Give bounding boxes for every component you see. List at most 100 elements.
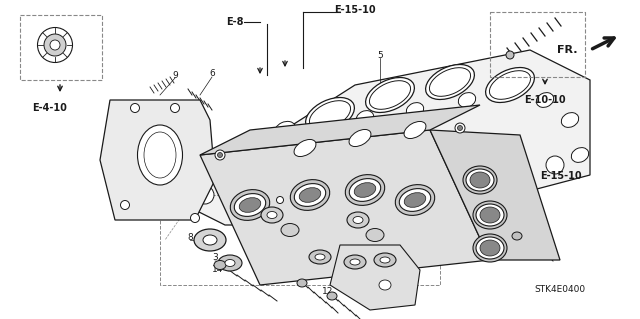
Ellipse shape	[120, 201, 129, 210]
Bar	[20, 15, 102, 80]
Text: E-15-10: E-15-10	[540, 171, 582, 181]
Ellipse shape	[354, 183, 376, 197]
Ellipse shape	[356, 111, 374, 125]
Text: 7: 7	[362, 276, 368, 285]
Ellipse shape	[286, 171, 303, 185]
Ellipse shape	[480, 240, 500, 256]
Polygon shape	[200, 130, 490, 285]
Text: 3: 3	[212, 254, 218, 263]
Ellipse shape	[536, 93, 554, 108]
Ellipse shape	[366, 228, 384, 241]
Text: E-10-10: E-10-10	[524, 95, 566, 105]
Ellipse shape	[349, 179, 381, 201]
Ellipse shape	[346, 174, 385, 205]
Ellipse shape	[476, 237, 504, 259]
Ellipse shape	[406, 209, 424, 227]
Ellipse shape	[294, 139, 316, 157]
Ellipse shape	[327, 292, 337, 300]
Ellipse shape	[203, 235, 217, 245]
Ellipse shape	[353, 217, 363, 224]
Ellipse shape	[225, 259, 235, 266]
Ellipse shape	[309, 101, 351, 129]
Ellipse shape	[561, 113, 579, 127]
Ellipse shape	[380, 257, 390, 263]
Text: 1: 1	[337, 211, 343, 220]
Ellipse shape	[183, 196, 201, 214]
Text: 1: 1	[355, 240, 361, 249]
Text: E-15-10: E-15-10	[334, 5, 376, 15]
Ellipse shape	[246, 167, 264, 182]
Ellipse shape	[230, 189, 269, 220]
Ellipse shape	[458, 93, 476, 108]
Text: 12: 12	[323, 287, 333, 296]
Ellipse shape	[506, 51, 514, 59]
Text: 5: 5	[377, 50, 383, 60]
Text: 14: 14	[212, 265, 224, 275]
Ellipse shape	[191, 213, 200, 222]
Ellipse shape	[486, 68, 534, 102]
Ellipse shape	[261, 207, 283, 223]
Ellipse shape	[351, 201, 369, 219]
Text: 8: 8	[187, 233, 193, 241]
Ellipse shape	[267, 211, 277, 219]
Ellipse shape	[546, 156, 564, 174]
Ellipse shape	[458, 125, 463, 130]
Ellipse shape	[490, 71, 531, 99]
Ellipse shape	[396, 185, 435, 215]
Polygon shape	[330, 245, 420, 310]
Ellipse shape	[300, 188, 321, 202]
Ellipse shape	[44, 34, 66, 56]
Ellipse shape	[244, 131, 266, 149]
Ellipse shape	[350, 259, 360, 265]
Polygon shape	[200, 105, 480, 155]
Text: 1: 1	[237, 205, 243, 214]
Polygon shape	[100, 100, 215, 220]
Ellipse shape	[404, 193, 426, 207]
Text: E-8: E-8	[227, 17, 244, 27]
Text: 9: 9	[172, 70, 178, 79]
Ellipse shape	[218, 255, 242, 271]
Bar	[160, 195, 440, 285]
Text: E-4-10: E-4-10	[33, 103, 67, 113]
Ellipse shape	[349, 130, 371, 146]
Ellipse shape	[309, 250, 331, 264]
Ellipse shape	[399, 189, 431, 211]
Ellipse shape	[196, 186, 214, 204]
Ellipse shape	[473, 201, 507, 229]
Ellipse shape	[369, 81, 411, 109]
Ellipse shape	[455, 123, 465, 133]
Text: 13: 13	[512, 227, 524, 236]
Ellipse shape	[50, 40, 60, 50]
Text: STK4E0400: STK4E0400	[534, 286, 586, 294]
Ellipse shape	[170, 103, 179, 113]
Polygon shape	[175, 50, 590, 225]
Ellipse shape	[365, 78, 415, 113]
Text: 6: 6	[209, 70, 215, 78]
Ellipse shape	[480, 207, 500, 223]
Ellipse shape	[347, 212, 369, 228]
Ellipse shape	[38, 27, 72, 63]
Ellipse shape	[239, 198, 260, 212]
Ellipse shape	[426, 64, 474, 100]
Ellipse shape	[144, 132, 176, 178]
Ellipse shape	[281, 224, 299, 236]
Ellipse shape	[374, 253, 396, 267]
Text: 2: 2	[247, 190, 253, 199]
Ellipse shape	[194, 229, 226, 251]
Ellipse shape	[131, 103, 140, 113]
Ellipse shape	[344, 255, 366, 269]
Ellipse shape	[512, 232, 522, 240]
Ellipse shape	[218, 152, 223, 158]
Ellipse shape	[463, 166, 497, 194]
Ellipse shape	[315, 254, 325, 260]
Ellipse shape	[379, 280, 391, 290]
Ellipse shape	[473, 234, 507, 262]
Text: 2: 2	[352, 196, 358, 204]
Text: 12: 12	[292, 273, 304, 283]
Text: FR.: FR.	[557, 45, 578, 55]
Ellipse shape	[234, 194, 266, 216]
Ellipse shape	[275, 122, 296, 139]
Ellipse shape	[404, 122, 426, 138]
Text: 4: 4	[387, 261, 393, 270]
Ellipse shape	[429, 68, 470, 96]
